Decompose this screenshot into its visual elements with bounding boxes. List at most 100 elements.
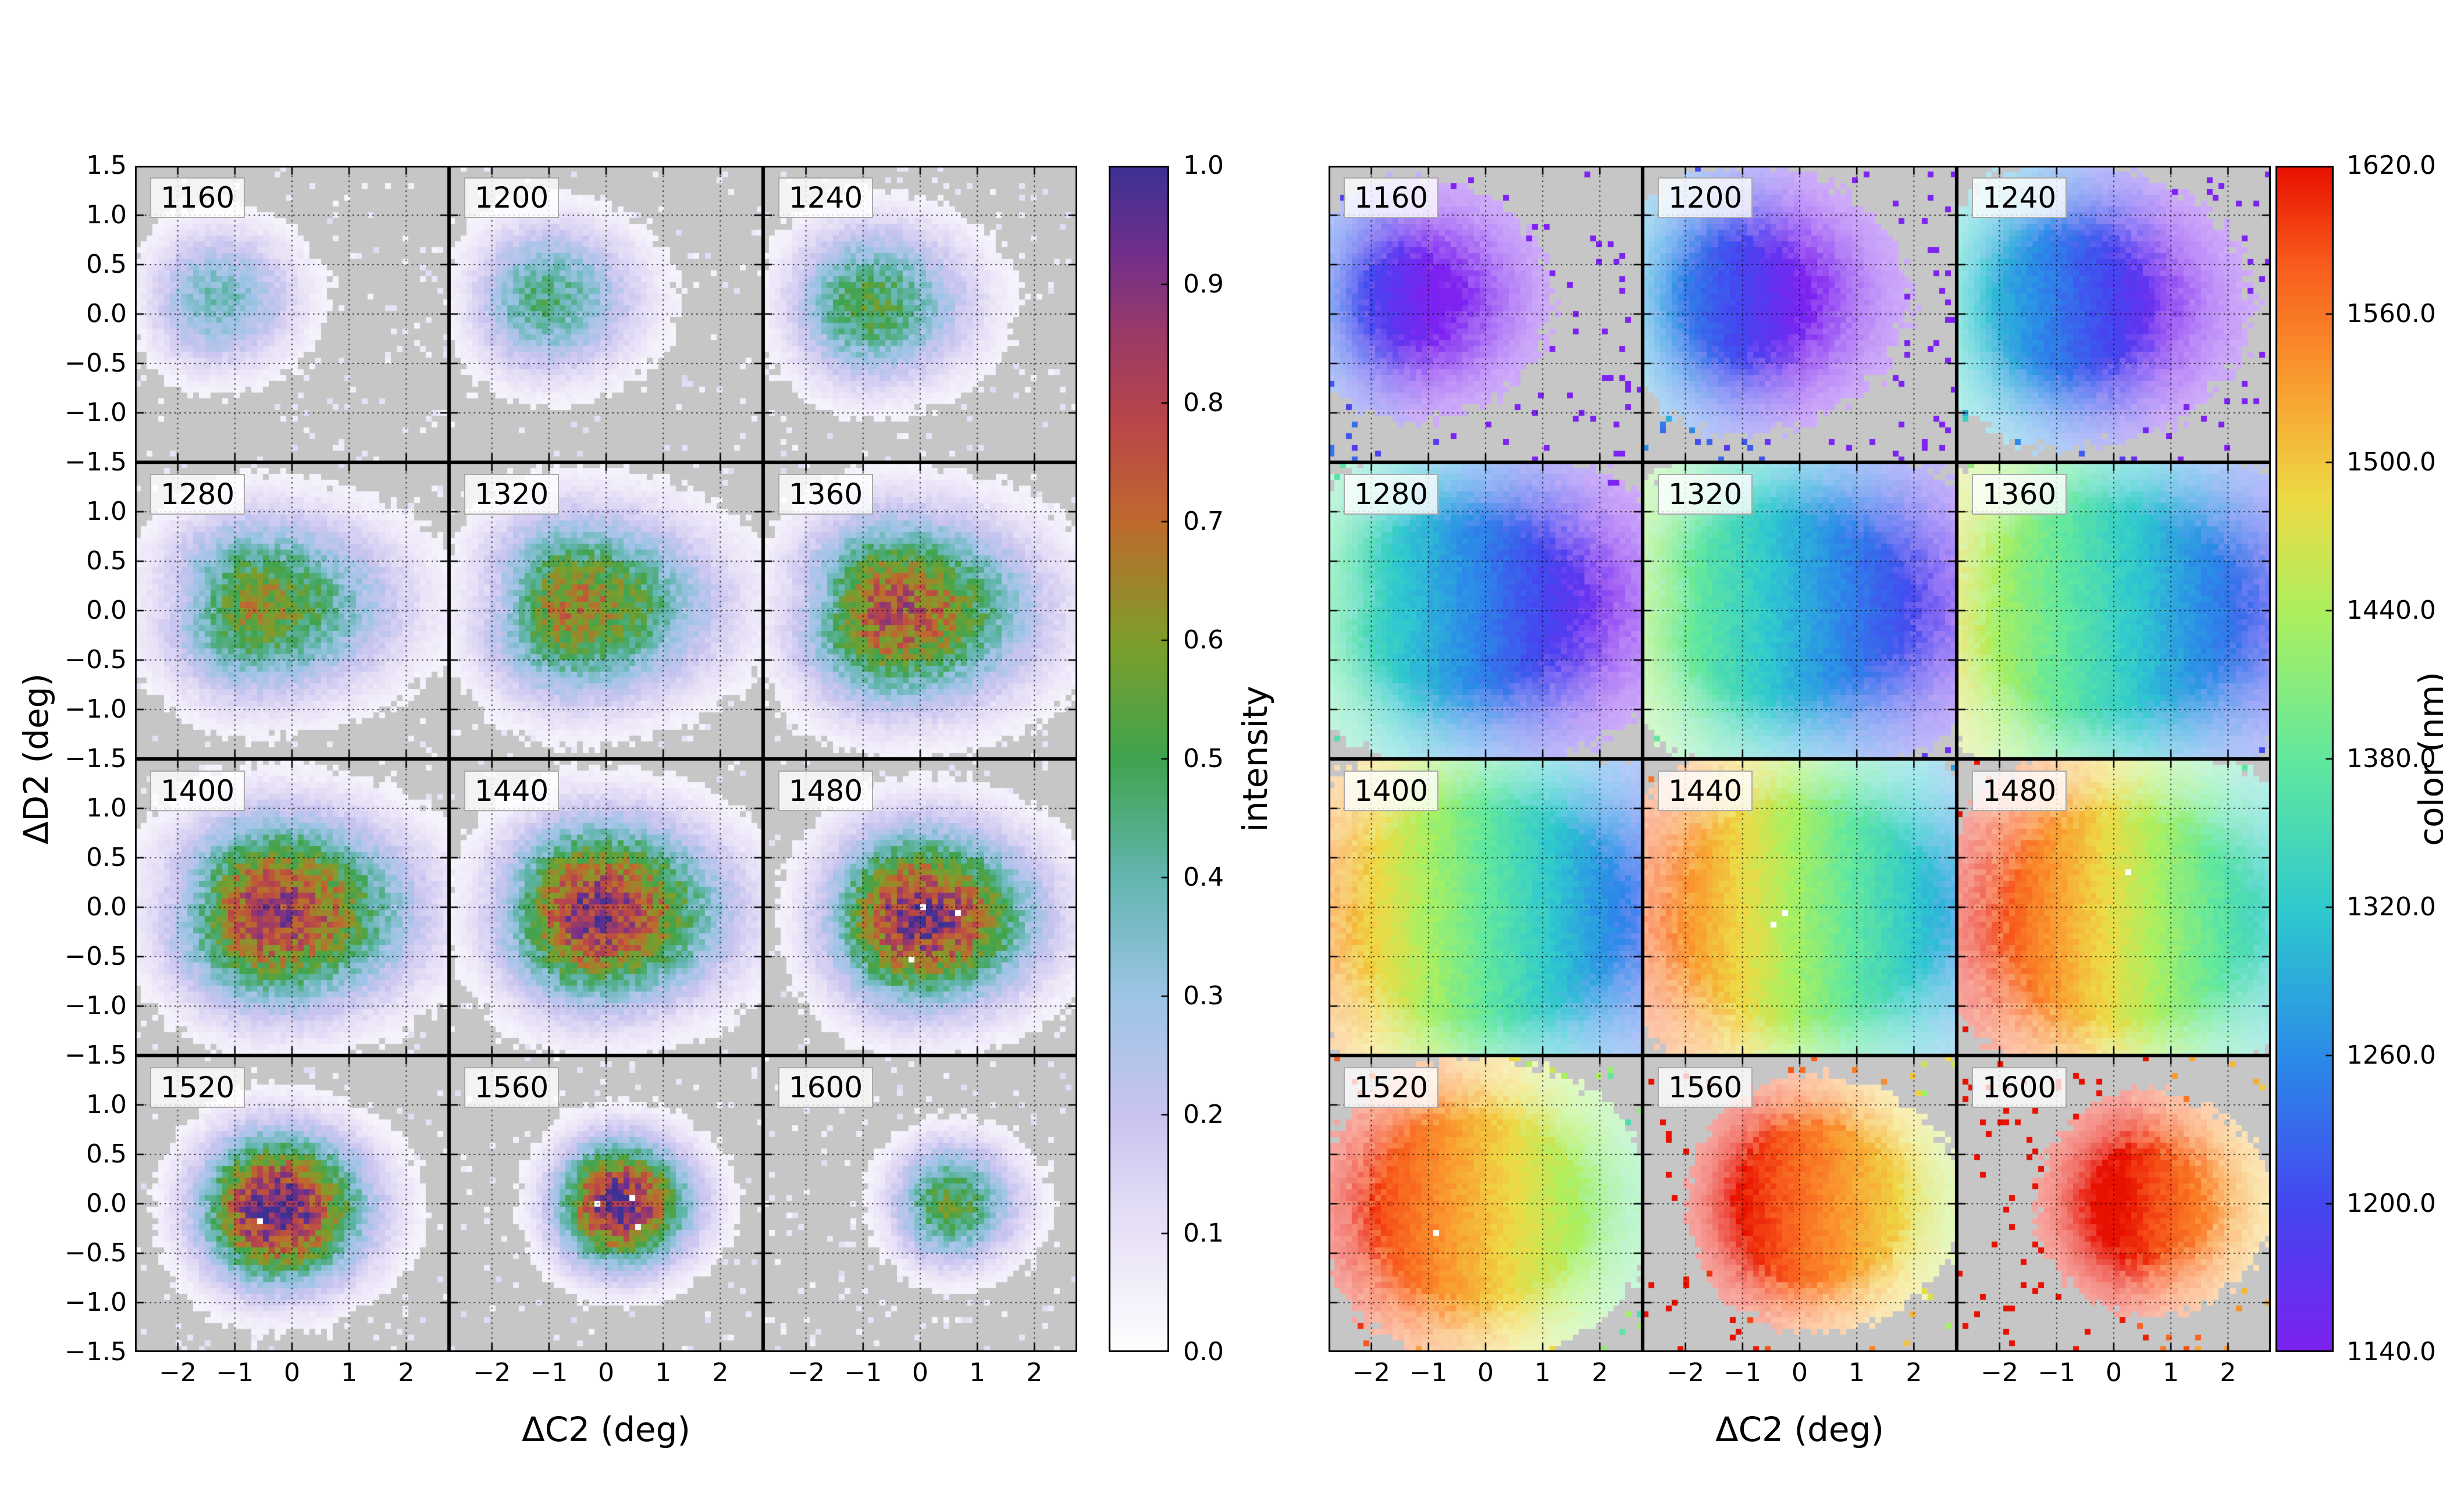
- subplot-wavelength-label: 1560: [464, 1067, 560, 1108]
- subplot-wavelength-label: 1440: [1658, 771, 1753, 811]
- y-tick-label: −0.5: [65, 645, 127, 675]
- colorbar-tick-label: 1500.0: [2346, 447, 2436, 477]
- y-tick-label: 0.0: [86, 595, 127, 625]
- x-tick-label: 1: [1849, 1358, 1865, 1388]
- colorbar-tick-label: 1260.0: [2346, 1040, 2436, 1070]
- colorbar-tick-label: 1140.0: [2346, 1337, 2436, 1367]
- x-tick-label: 1: [341, 1358, 358, 1388]
- y-tick-label: −0.5: [65, 1238, 127, 1268]
- colorbar-tick-label: 0.6: [1183, 625, 1224, 655]
- y-tick-label: 1.5: [86, 151, 127, 180]
- y-tick-label: 1.0: [86, 200, 127, 230]
- y-tick-label: 0.5: [86, 1139, 127, 1169]
- subplot-wavelength-label: 1600: [1972, 1067, 2067, 1108]
- x-tick-label: −1: [2038, 1358, 2076, 1388]
- x-tick-label: 1: [655, 1358, 672, 1388]
- colorbar-tick-label: 1200.0: [2346, 1189, 2436, 1218]
- subplot-wavelength-label: 1520: [1344, 1067, 1439, 1108]
- y-tick-label: 1.0: [86, 793, 127, 823]
- x-tick-label: 0: [598, 1358, 614, 1388]
- colorbar-tick-label: 1620.0: [2346, 151, 2436, 180]
- y-tick-label: 0.5: [86, 546, 127, 576]
- y-tick-label: −1.0: [65, 991, 127, 1021]
- y-tick-label: −0.5: [65, 348, 127, 378]
- y-tick-label: −1.5: [65, 447, 127, 477]
- y-tick-label: 0.0: [86, 299, 127, 329]
- y-tick-label: −1.5: [65, 1040, 127, 1070]
- y-tick-label: −1.0: [65, 1288, 127, 1317]
- x-tick-label: 0: [912, 1358, 928, 1388]
- subplot-wavelength-label: 1280: [150, 474, 245, 515]
- subplot-wavelength-label: 1200: [1658, 177, 1753, 218]
- colorbar-tick-label: 0.0: [1183, 1337, 1224, 1367]
- subplot-wavelength-label: 1320: [1658, 474, 1753, 515]
- x-tick-label: 2: [398, 1358, 415, 1388]
- x-tick-label: −2: [1352, 1358, 1391, 1388]
- x-axis-label-right: ΔC2 (deg): [1715, 1410, 1885, 1449]
- colorbar-tick-label: 0.3: [1183, 981, 1224, 1011]
- x-tick-label: 0: [2106, 1358, 2122, 1388]
- x-tick-label: −2: [1981, 1358, 2019, 1388]
- y-tick-label: −1.0: [65, 694, 127, 724]
- x-tick-label: 0: [1477, 1358, 1494, 1388]
- colorbar-tick-label: 0.9: [1183, 269, 1224, 299]
- x-tick-label: −1: [216, 1358, 254, 1388]
- subplot-wavelength-label: 1560: [1658, 1067, 1753, 1108]
- subplot-wavelength-label: 1600: [778, 1067, 874, 1108]
- x-tick-label: −2: [473, 1358, 511, 1388]
- colorbar-tick-label: 0.7: [1183, 507, 1224, 536]
- y-tick-label: −1.5: [65, 744, 127, 773]
- colorbar-tick-label: 0.8: [1183, 388, 1224, 418]
- y-tick-label: 0.0: [86, 892, 127, 922]
- x-tick-label: 2: [1591, 1358, 1608, 1388]
- x-tick-label: 2: [2220, 1358, 2237, 1388]
- colorbar-intensity: [1109, 166, 1169, 1352]
- subplot-wavelength-label: 1360: [778, 474, 874, 515]
- colorbar-color: [2275, 166, 2334, 1352]
- x-tick-label: −1: [530, 1358, 568, 1388]
- colorbar-title-intensity: intensity: [1235, 686, 1275, 832]
- y-tick-label: 0.5: [86, 843, 127, 872]
- x-tick-label: 0: [1792, 1358, 1808, 1388]
- colorbar-tick-label: 1440.0: [2346, 595, 2436, 625]
- colorbar-tick-label: 1320.0: [2346, 892, 2436, 922]
- subplot-wavelength-label: 1480: [778, 771, 874, 811]
- y-tick-label: 0.0: [86, 1189, 127, 1218]
- subplot-wavelength-label: 1240: [1972, 177, 2067, 218]
- subplot-wavelength-label: 1240: [778, 177, 874, 218]
- x-tick-label: −2: [1666, 1358, 1705, 1388]
- subplot-wavelength-label: 1400: [150, 771, 245, 811]
- colorbar-tick-label: 1380.0: [2346, 744, 2436, 773]
- colorbar-tick-label: 0.4: [1183, 862, 1224, 892]
- y-tick-label: −1.5: [65, 1337, 127, 1367]
- subplot-wavelength-label: 1520: [150, 1067, 245, 1108]
- y-tick-label: −1.0: [65, 398, 127, 427]
- colorbar-tick-label: 0.1: [1183, 1218, 1224, 1248]
- colorbar-tick-label: 1.0: [1183, 151, 1224, 180]
- x-axis-label-left: ΔC2 (deg): [521, 1410, 691, 1449]
- x-tick-label: 1: [2163, 1358, 2180, 1388]
- subplot-wavelength-label: 1280: [1344, 474, 1439, 515]
- x-tick-label: 1: [1534, 1358, 1551, 1388]
- x-tick-label: −1: [844, 1358, 882, 1388]
- x-tick-label: 2: [1026, 1358, 1043, 1388]
- subplot-wavelength-label: 1400: [1344, 771, 1439, 811]
- subplot-wavelength-label: 1320: [464, 474, 560, 515]
- x-tick-label: −2: [159, 1358, 197, 1388]
- subplot-wavelength-label: 1160: [1344, 177, 1439, 218]
- y-tick-label: −0.5: [65, 942, 127, 971]
- subplot-wavelength-label: 1440: [464, 771, 560, 811]
- y-tick-label: 1.0: [86, 1090, 127, 1119]
- colorbar-tick-label: 1560.0: [2346, 299, 2436, 329]
- subplot-wavelength-label: 1200: [464, 177, 560, 218]
- subplot-wavelength-label: 1480: [1972, 771, 2067, 811]
- subplot-wavelength-label: 1160: [150, 177, 245, 218]
- x-tick-label: 1: [969, 1358, 986, 1388]
- x-tick-label: 2: [1906, 1358, 1922, 1388]
- y-tick-label: 1.0: [86, 497, 127, 526]
- x-tick-label: −2: [787, 1358, 825, 1388]
- colorbar-tick-label: 0.5: [1183, 744, 1224, 773]
- x-tick-label: 0: [284, 1358, 300, 1388]
- x-tick-label: 2: [712, 1358, 729, 1388]
